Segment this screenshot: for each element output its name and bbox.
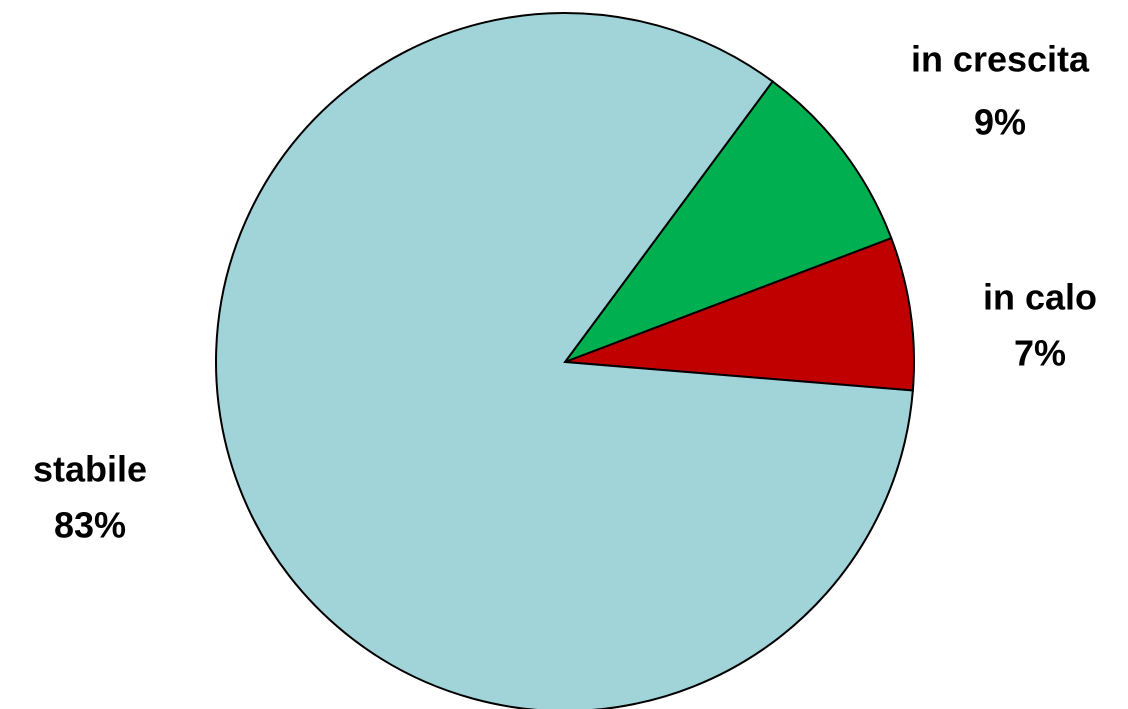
slice-label: in calo — [983, 277, 1097, 318]
slice-label: stabile — [33, 449, 147, 490]
slice-value-label: 9% — [974, 102, 1026, 143]
slice-value-label: 83% — [54, 505, 126, 546]
pie-slice — [564, 236, 915, 392]
pie-slice — [215, 12, 914, 709]
pie-slice — [562, 80, 893, 365]
slice-label: in crescita — [911, 39, 1090, 80]
slice-value-label: 7% — [1014, 333, 1066, 374]
